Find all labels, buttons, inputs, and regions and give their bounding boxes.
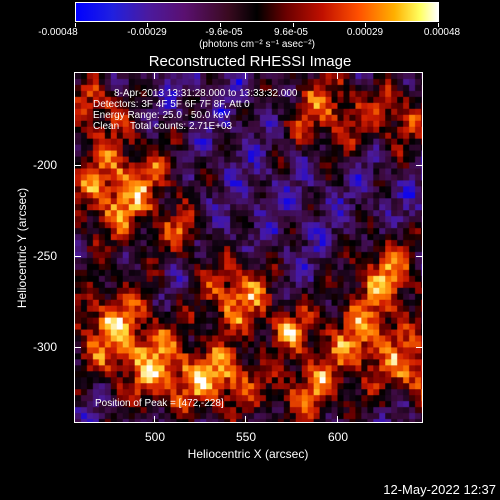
colorbar-tick: [220, 23, 221, 27]
x-axis-title: Heliocentric X (arcsec): [187, 447, 309, 461]
y-tick: [416, 165, 423, 166]
colorbar-tick-label: -0.00048: [38, 27, 78, 38]
image-title: Reconstructed RHESSI Image: [148, 53, 352, 70]
y-tick-label: -250: [33, 249, 58, 263]
colorbar-tick: [293, 23, 294, 27]
colorbar-tick-label: 0.00048: [423, 27, 461, 38]
x-tick: [337, 416, 338, 423]
colorbar: [75, 2, 439, 22]
info-method-counts: Clean Total counts: 2.71E+03: [93, 121, 233, 132]
image-plot-area: [74, 72, 423, 423]
colorbar-tick-label: -9.6e-05: [205, 27, 243, 38]
reconstructed-image: [75, 73, 422, 422]
info-time-range: 8-Apr-2013 13:31:28.000 to 13:33:32.000: [114, 88, 298, 99]
x-tick-label: 500: [144, 430, 166, 444]
y-tick: [74, 347, 81, 348]
info-detectors: Detectors: 3F 4F 5F 6F 7F 8F, Att 0: [93, 99, 250, 110]
y-tick: [416, 256, 423, 257]
colorbar-tick: [438, 23, 439, 27]
y-tick-label: -300: [33, 340, 58, 354]
y-tick-label: -200: [33, 158, 58, 172]
x-tick: [154, 72, 155, 79]
x-tick: [245, 416, 246, 423]
y-axis-title: Heliocentric Y (arcsec): [15, 187, 29, 309]
x-tick: [337, 72, 338, 79]
info-peak-position: Position of Peak = [472,-228]: [95, 398, 224, 409]
x-tick: [154, 416, 155, 423]
colorbar-tick-label: -0.00029: [127, 27, 167, 38]
colorbar-tick: [75, 23, 76, 27]
colorbar-units: (photons cm⁻² s⁻¹ asec⁻²): [199, 39, 315, 50]
info-energy-range: Energy Range: 25.0 - 50.0 keV: [93, 110, 231, 121]
y-tick: [416, 347, 423, 348]
colorbar-tick-label: 9.6e-05: [274, 27, 308, 38]
render-timestamp: 12-May-2022 12:37: [383, 482, 496, 497]
x-tick-label: 550: [235, 430, 257, 444]
x-tick: [245, 72, 246, 79]
y-tick: [74, 165, 81, 166]
colorbar-tick-label: 0.00029: [346, 27, 384, 38]
colorbar-tick: [147, 23, 148, 27]
y-tick: [74, 256, 81, 257]
x-tick-label: 600: [327, 430, 349, 444]
colorbar-tick: [365, 23, 366, 27]
